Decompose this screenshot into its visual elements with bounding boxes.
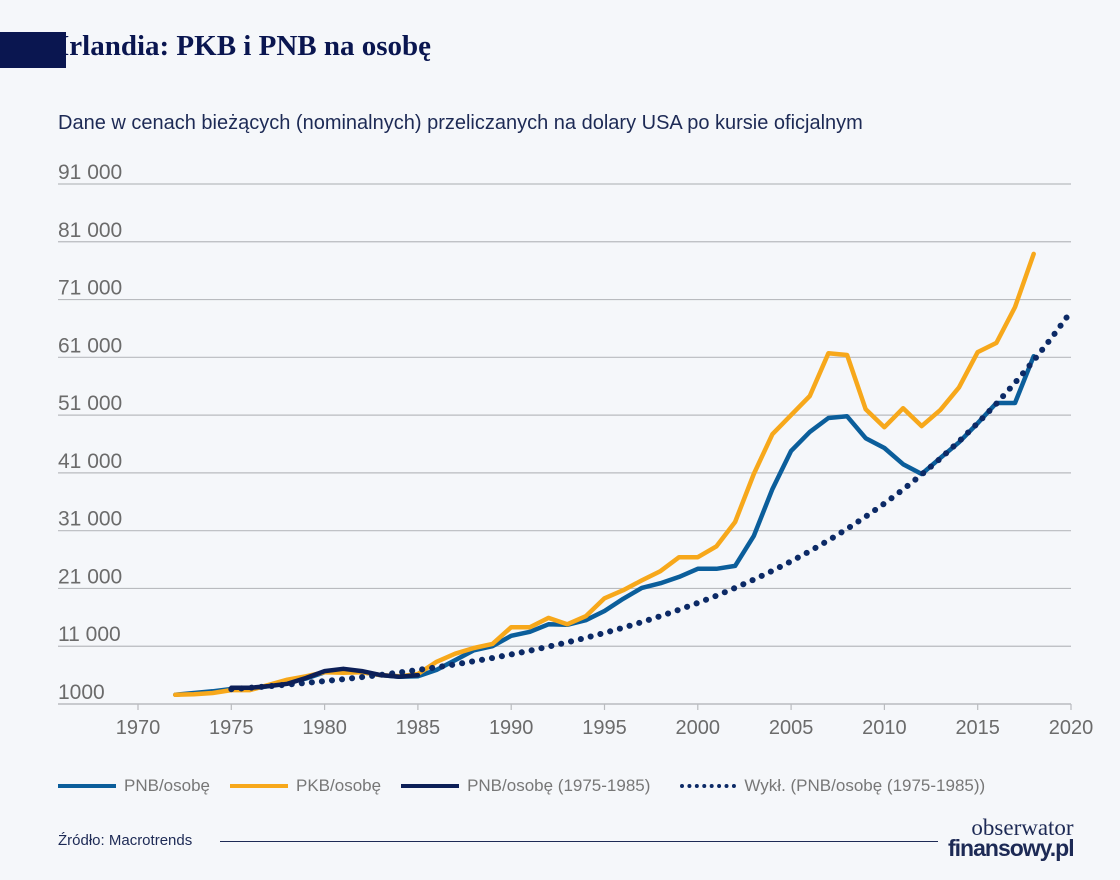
- legend-item-pnb: PNB/osobę: [58, 776, 210, 796]
- x-tick-label: 1980: [302, 717, 347, 739]
- x-tick-label: 2010: [862, 717, 907, 739]
- source-note: Źródło: Macrotrends: [58, 832, 193, 849]
- y-tick-label: 71 000: [58, 277, 122, 300]
- title-accent-bar: [0, 32, 66, 68]
- series-trend-line: [228, 308, 1074, 693]
- legend-label: Wykł. (PNB/osobę (1975-1985)): [744, 776, 986, 795]
- y-tick-label: 61 000: [58, 334, 122, 357]
- y-tick-label: 51 000: [58, 392, 122, 415]
- legend-item-pkb: PKB/osobę: [230, 776, 381, 796]
- line-chart: 1000 11 000 21 000 31 000 41 000 51 000 61 000…: [58, 161, 1094, 739]
- x-tick-label: 2015: [955, 717, 1000, 739]
- chart-title: Irlandia: PKB i PNB na osobę: [58, 30, 432, 62]
- legend-item-pnb-1975-1985: PNB/osobę (1975-1985): [401, 776, 650, 796]
- legend-swatch: [230, 784, 288, 788]
- legend-swatch: [680, 784, 737, 788]
- legend: PNB/osobę PKB/osobę PNB/osobę (1975-1985…: [58, 776, 1005, 796]
- x-tick-label: 2005: [769, 717, 814, 739]
- y-tick-label: 91 000: [58, 161, 122, 184]
- x-tick-label: 1995: [582, 717, 627, 739]
- y-tick-label: 21 000: [58, 565, 122, 588]
- x-tick-label: 2020: [1049, 717, 1094, 739]
- x-tick-label: 1985: [396, 717, 441, 739]
- publisher-logo: obserwator finansowy.pl: [948, 815, 1075, 861]
- x-tick-label: 1990: [489, 717, 534, 739]
- legend-label: PKB/osobę: [296, 776, 382, 795]
- logo-line1: obserwator: [971, 815, 1074, 840]
- y-tick-label: 41 000: [58, 450, 122, 473]
- legend-swatch: [401, 784, 460, 788]
- footer-divider: [220, 841, 938, 842]
- y-tick-label: 11 000: [58, 623, 121, 646]
- legend-label: PNB/osobę (1975-1985): [467, 776, 651, 795]
- series-pnb-1975-1985-line: [229, 666, 421, 691]
- legend-item-trend: Wykł. (PNB/osobę (1975-1985)): [670, 776, 985, 796]
- series-pkb-line: [173, 251, 1036, 698]
- x-tick-label: 1975: [209, 717, 254, 739]
- legend-swatch: [58, 784, 116, 788]
- logo-line2: finansowy.pl: [948, 835, 1075, 861]
- x-tick-label: 1970: [116, 717, 161, 739]
- y-tick-label: 1000: [58, 681, 105, 704]
- y-tick-label: 81 000: [58, 219, 122, 242]
- legend-label: PNB/osobę: [124, 776, 210, 795]
- y-tick-label: 31 000: [58, 508, 122, 531]
- chart-subtitle: Dane w cenach bieżących (nominalnych) pr…: [58, 112, 863, 134]
- x-tick-label: 2000: [676, 717, 721, 739]
